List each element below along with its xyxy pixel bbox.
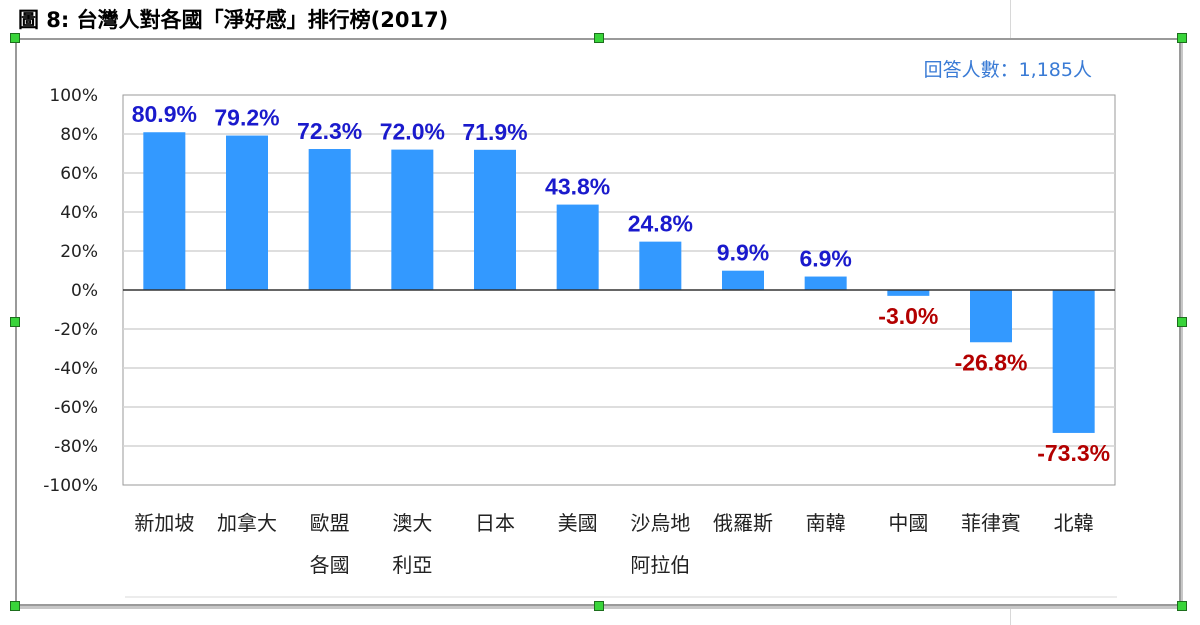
y-tick-label: 80% (60, 125, 98, 145)
resize-handle-top-left[interactable] (10, 33, 20, 43)
resize-handle-middle-left[interactable] (10, 317, 20, 327)
bar (226, 135, 268, 290)
data-label: 9.9% (717, 240, 769, 266)
bar (639, 241, 682, 290)
category-label: 日本 (475, 511, 515, 535)
bar (391, 149, 434, 290)
data-label: 79.2% (214, 105, 279, 131)
resize-handle-bottom-left[interactable] (10, 601, 20, 611)
bar (308, 149, 351, 290)
category-label: 利亞 (392, 553, 432, 577)
y-tick-label: -20% (54, 320, 98, 340)
resize-handle-bottom-center[interactable] (594, 601, 604, 611)
bar (722, 270, 764, 290)
y-tick-label: -60% (54, 398, 98, 418)
bar (804, 276, 847, 290)
bar (474, 149, 516, 290)
category-label: 新加坡 (134, 511, 194, 535)
y-tick-label: 20% (60, 242, 98, 262)
category-label: 美國 (558, 511, 598, 535)
data-label: -73.3% (1037, 440, 1110, 466)
data-label: -26.8% (955, 349, 1028, 375)
resize-handle-middle-right[interactable] (1177, 317, 1187, 327)
category-label: 菲律賓 (961, 511, 1021, 535)
data-label: 80.9% (132, 101, 197, 127)
y-tick-label: -80% (54, 437, 98, 457)
bar (143, 132, 186, 290)
y-tick-label: 100% (49, 86, 98, 106)
y-tick-label: 0% (71, 281, 98, 301)
y-tick-label: 60% (60, 164, 98, 184)
category-label: 俄羅斯 (713, 511, 773, 535)
category-label: 阿拉伯 (630, 553, 690, 577)
data-label: 71.9% (462, 119, 527, 145)
category-label: 南韓 (806, 511, 846, 535)
category-label: 各國 (310, 553, 350, 577)
data-label: 24.8% (628, 211, 693, 237)
respondent-count-note: 回答人數：1,185人 (924, 59, 1092, 81)
y-tick-label: -40% (54, 359, 98, 379)
bar (556, 204, 599, 290)
resize-handle-top-right[interactable] (1177, 33, 1187, 43)
bar (887, 290, 930, 296)
data-label: 72.3% (297, 118, 362, 144)
y-tick-label: 40% (60, 203, 98, 223)
category-label: 北韓 (1054, 511, 1094, 535)
category-label: 澳大 (392, 511, 432, 535)
data-label: -3.0% (878, 303, 938, 329)
figure-title: 圖 8: 台灣人對各國「淨好感」排行榜(2017) (18, 8, 449, 32)
data-label: 43.8% (545, 174, 610, 200)
resize-handle-bottom-right[interactable] (1177, 601, 1187, 611)
y-tick-label: -100% (43, 476, 98, 496)
data-label: 72.0% (380, 119, 445, 145)
bar (1052, 290, 1095, 433)
resize-handle-top-center[interactable] (594, 33, 604, 43)
category-label: 中國 (888, 511, 928, 535)
category-label: 沙烏地 (630, 511, 690, 535)
bar (970, 290, 1012, 343)
category-label: 歐盟 (310, 511, 350, 535)
category-label: 加拿大 (217, 511, 277, 535)
data-label: 6.9% (799, 246, 851, 272)
